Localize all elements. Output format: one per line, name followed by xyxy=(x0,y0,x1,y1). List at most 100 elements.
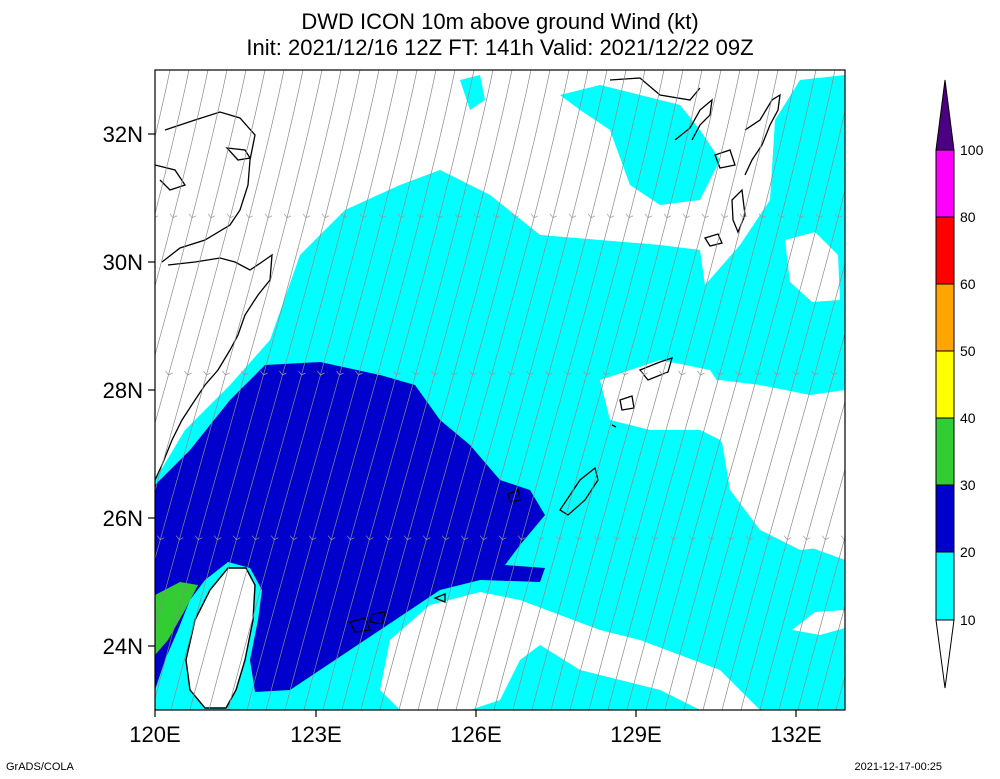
streamline-arrow xyxy=(207,213,216,219)
streamline-arrow xyxy=(359,213,368,219)
streamline-arrow xyxy=(536,535,545,541)
colorbar-label: 30 xyxy=(960,477,976,493)
colorbar xyxy=(935,79,955,689)
streamline-arrow xyxy=(739,213,748,219)
streamline-arrow xyxy=(340,213,349,219)
streamline-arrow xyxy=(682,213,691,219)
streamline-arrow xyxy=(659,370,667,376)
streamline-arrow xyxy=(815,213,824,219)
lat-tick-label: 26N xyxy=(103,506,143,531)
streamline-arrow xyxy=(441,535,450,541)
streamline-arrow xyxy=(374,370,382,376)
streamline-arrow xyxy=(222,370,230,376)
streamline-arrow xyxy=(773,370,781,376)
streamline-arrow xyxy=(119,536,126,540)
streamline-arrow xyxy=(203,370,211,376)
streamline-arrow xyxy=(764,535,773,541)
streamline-arrow xyxy=(454,213,463,219)
wind-10-20kt-region xyxy=(460,75,485,110)
streamline-arrow xyxy=(697,370,705,376)
streamline-arrow xyxy=(873,214,880,218)
streamline-arrow xyxy=(251,535,260,541)
streamline-arrow xyxy=(926,371,933,375)
streamline-arrow xyxy=(90,371,97,375)
streamline-arrow xyxy=(498,535,507,541)
streamline-arrow xyxy=(796,213,805,219)
streamline-arrow xyxy=(302,213,311,219)
colorbar-label: 10 xyxy=(960,612,976,628)
streamline-arrow xyxy=(241,370,249,376)
streamline-arrow xyxy=(147,371,154,375)
streamline xyxy=(816,604,845,710)
colorbar-label: 60 xyxy=(960,276,976,292)
streamline-arrow xyxy=(378,213,387,219)
footer-credit: GrADS/COLA xyxy=(6,761,74,773)
streamline xyxy=(759,400,845,710)
streamline-arrow xyxy=(317,370,325,376)
streamline-arrow xyxy=(879,536,886,540)
streamline-arrow xyxy=(403,535,412,541)
streamline-arrow xyxy=(716,370,724,376)
streamline-arrow xyxy=(507,370,515,376)
streamline-arrow xyxy=(777,213,786,219)
streamline-arrow xyxy=(321,213,330,219)
streamline-arrow xyxy=(62,536,69,540)
streamline-arrow xyxy=(720,213,729,219)
colorbar-segment xyxy=(935,417,955,486)
streamline-arrow xyxy=(669,535,678,541)
colorbar-segment xyxy=(935,283,955,352)
streamline-arrow xyxy=(854,214,861,218)
lon-axis xyxy=(154,710,797,717)
streamline-arrow xyxy=(834,213,843,219)
streamline-arrow xyxy=(612,535,621,541)
streamline-arrow xyxy=(745,535,754,541)
streamline-arrow xyxy=(783,535,792,541)
streamlines xyxy=(62,70,1000,710)
streamline-arrow xyxy=(593,535,602,541)
wind-below-10kt-region xyxy=(785,232,840,302)
streamline-arrow xyxy=(132,214,139,218)
wind-20-30kt-region xyxy=(155,362,545,692)
streamline-arrow xyxy=(758,213,767,219)
streamline-arrow xyxy=(416,213,425,219)
streamline-arrow xyxy=(701,213,710,219)
streamline-arrow xyxy=(911,214,918,218)
streamline-arrow xyxy=(156,535,165,541)
streamline-arrow xyxy=(564,370,572,376)
colorbar-label: 100 xyxy=(960,142,984,158)
streamline xyxy=(855,70,1000,710)
streamline-arrow xyxy=(289,535,298,541)
colorbar-top-arrow xyxy=(935,79,955,151)
colorbar-bottom-arrow xyxy=(935,619,955,689)
streamline-arrow xyxy=(355,370,363,376)
streamline-arrow xyxy=(283,213,292,219)
streamline-arrow xyxy=(511,213,520,219)
streamline-arrow xyxy=(549,213,558,219)
streamline-arrow xyxy=(860,536,867,540)
streamline-arrow xyxy=(987,214,994,218)
lon-tick-label: 132E xyxy=(770,722,821,747)
streamline-arrow xyxy=(155,215,159,218)
streamline-arrow xyxy=(245,213,254,219)
streamline-arrow xyxy=(384,535,393,541)
streamline-arrow xyxy=(606,213,615,219)
streamline-arrow xyxy=(397,213,406,219)
streamline-arrow xyxy=(264,213,273,219)
streamline-arrow xyxy=(184,370,192,376)
streamline-arrow xyxy=(574,535,583,541)
streamline-arrow xyxy=(279,370,287,376)
streamline-arrow xyxy=(568,213,577,219)
streamline-arrow xyxy=(260,370,268,376)
streamline-arrow xyxy=(213,535,222,541)
streamline-arrow xyxy=(545,370,553,376)
streamline xyxy=(797,535,845,710)
streamline-arrow xyxy=(707,535,716,541)
streamline-arrow xyxy=(792,370,800,376)
streamline-arrow xyxy=(336,370,344,376)
lat-tick-label: 24N xyxy=(103,634,143,659)
streamline-arrow xyxy=(128,371,135,375)
lat-tick-label: 28N xyxy=(103,378,143,403)
streamline-arrow xyxy=(644,213,653,219)
streamline-arrow xyxy=(802,535,811,541)
